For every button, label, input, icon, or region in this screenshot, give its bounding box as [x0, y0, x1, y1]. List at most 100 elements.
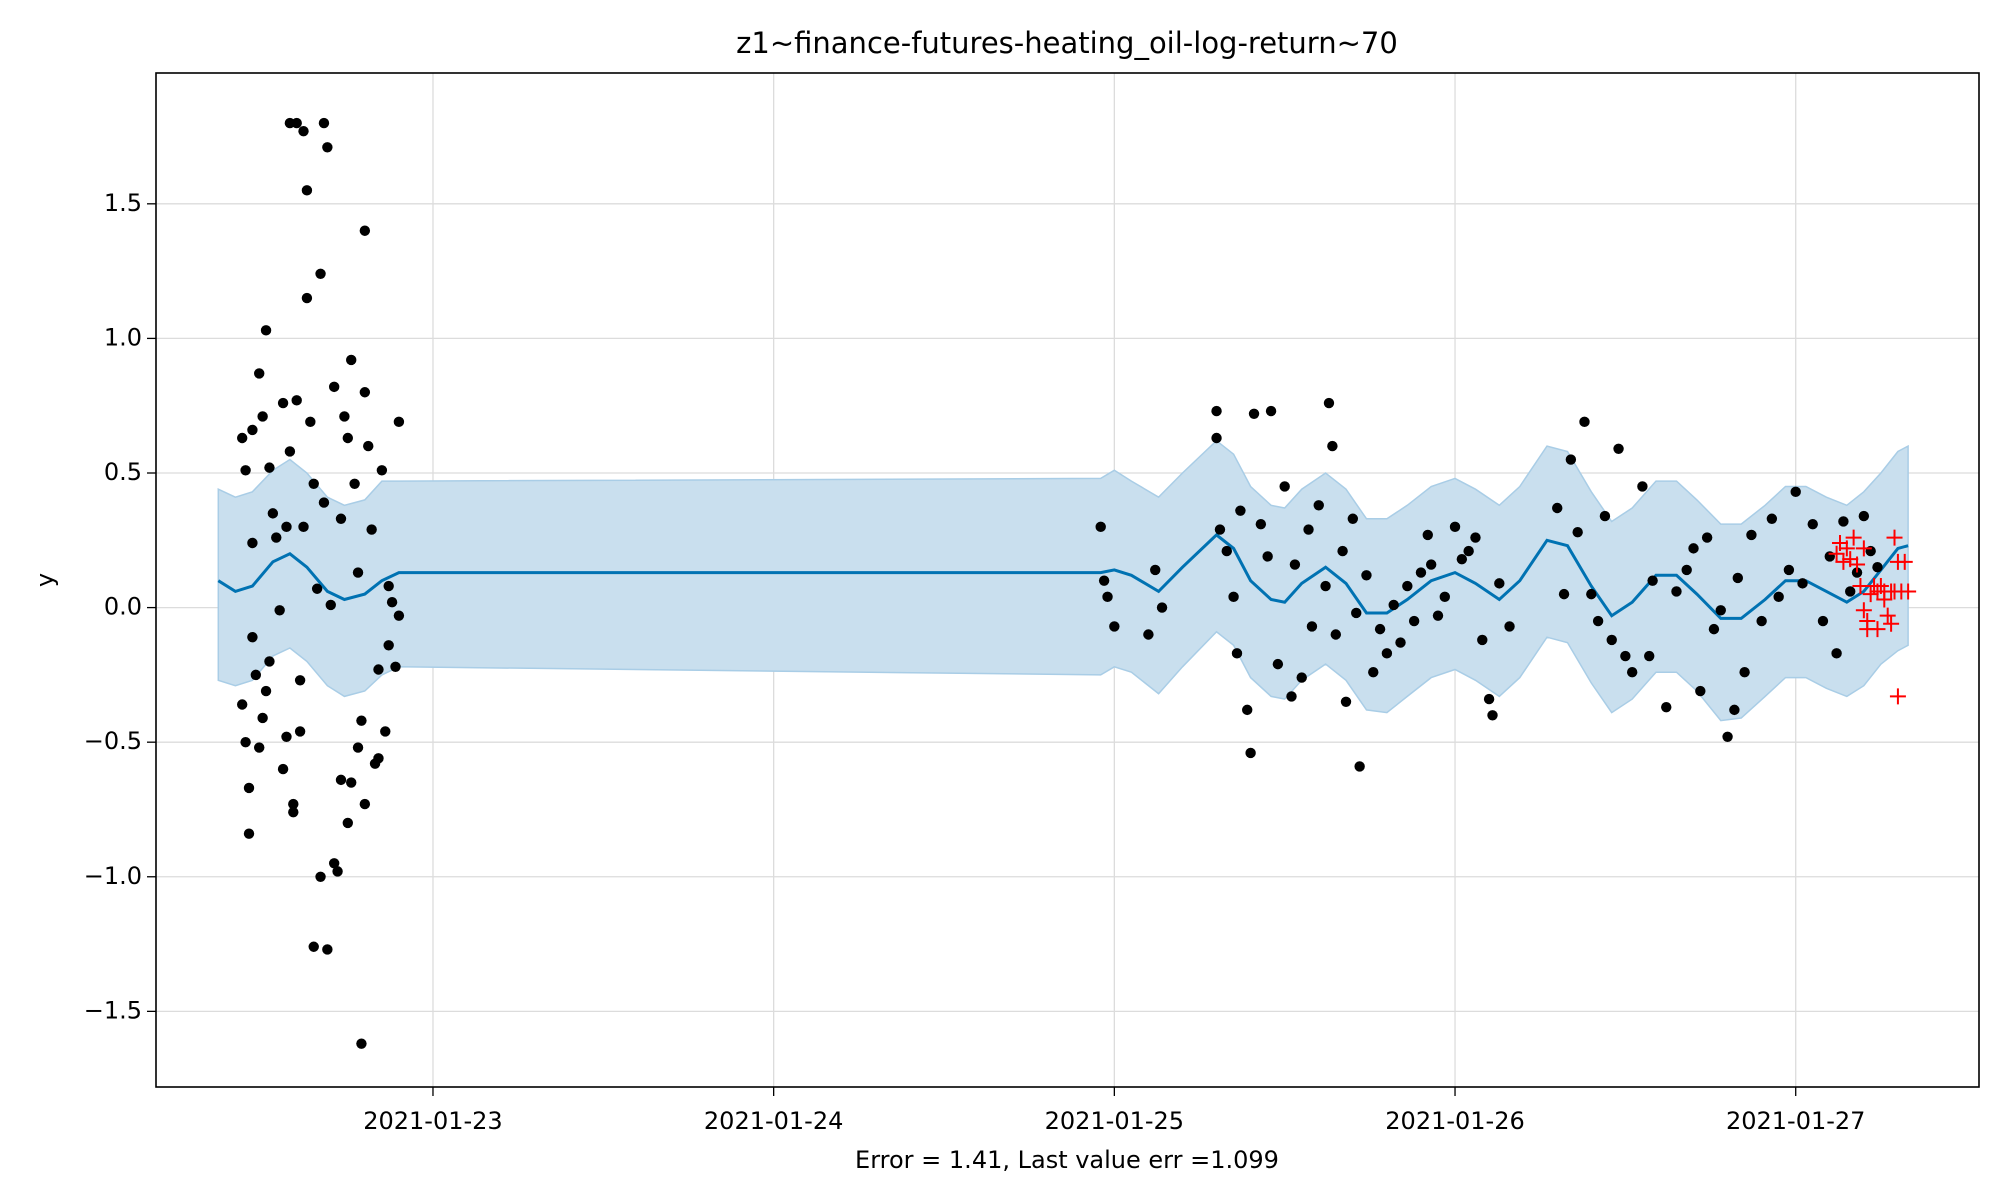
data-point [1869, 621, 1886, 638]
data-point [1156, 602, 1168, 613]
data-point [335, 513, 347, 524]
data-point [236, 432, 248, 444]
data-point [1330, 629, 1341, 640]
data-point [346, 777, 357, 788]
y-tick-label: 0.5 [104, 458, 142, 486]
data-point [1729, 704, 1740, 716]
data-point [1701, 532, 1713, 543]
data-point [1845, 529, 1862, 546]
data-point [1231, 648, 1243, 659]
data-point [1872, 562, 1883, 573]
data-point [1688, 543, 1699, 554]
data-point [240, 736, 251, 748]
data-point [1599, 510, 1611, 522]
data-point [1487, 710, 1498, 721]
data-point [373, 753, 384, 764]
data-point [254, 368, 265, 379]
x-tick-label: 2021-01-25 [1045, 1107, 1184, 1135]
data-point [1831, 648, 1842, 659]
data-point [1248, 408, 1260, 419]
data-point [1425, 559, 1437, 570]
data-point [1766, 513, 1778, 524]
data-point [1228, 591, 1239, 603]
data-point [1828, 545, 1845, 562]
data-point [1851, 567, 1863, 578]
data-point [240, 465, 251, 476]
data-point [373, 664, 384, 675]
data-point [1558, 588, 1570, 600]
data-point [311, 583, 323, 594]
data-point [1644, 650, 1655, 662]
data-point [1337, 545, 1348, 557]
data-point [1255, 518, 1267, 530]
data-point [1783, 564, 1795, 576]
data-point [1756, 615, 1767, 627]
data-point [1565, 454, 1577, 465]
data-point [1797, 578, 1808, 589]
data-point [1095, 521, 1106, 533]
data-point [277, 763, 289, 775]
data-point [1855, 602, 1872, 619]
data-point [260, 325, 272, 336]
data-point [301, 292, 313, 304]
data-point [1098, 575, 1110, 586]
data-point [243, 782, 255, 794]
data-point [342, 817, 354, 829]
data-point [294, 675, 306, 686]
x-tick-label: 2021-01-27 [1726, 1107, 1865, 1135]
data-point [1432, 610, 1444, 621]
data-point [257, 411, 268, 422]
data-point [277, 397, 289, 409]
data-point [1592, 615, 1604, 627]
data-point [281, 521, 292, 533]
data-point [1374, 623, 1386, 635]
data-point [298, 125, 309, 137]
data-point [342, 432, 354, 444]
data-point [349, 478, 360, 489]
data-point [1109, 621, 1120, 632]
data-point [1470, 532, 1481, 543]
data-point [1746, 529, 1757, 541]
data-point [332, 866, 343, 877]
data-point [318, 117, 330, 129]
data-point [325, 599, 336, 611]
data-point [1143, 629, 1154, 640]
data-point [383, 580, 394, 592]
data-point [1838, 540, 1855, 557]
data-point [274, 605, 285, 616]
x-tick-label: 2021-01-24 [704, 1107, 843, 1135]
data-point [1415, 567, 1427, 578]
data-point [254, 742, 265, 753]
data-point [243, 828, 255, 839]
data-point [264, 656, 275, 667]
data-point [1715, 605, 1726, 616]
data-point [1773, 591, 1784, 603]
data-point [1671, 586, 1682, 597]
data-point [1272, 658, 1284, 670]
data-point [315, 268, 326, 280]
data-point [356, 715, 367, 726]
data-point [1408, 615, 1420, 627]
data-point [1883, 615, 1900, 632]
data-point [359, 387, 371, 398]
data-point [1463, 545, 1474, 557]
data-point [1579, 416, 1590, 428]
data-point [1381, 648, 1393, 659]
data-point [1852, 578, 1869, 595]
data-point [315, 871, 326, 882]
y-tick-label: 0.0 [104, 593, 142, 621]
data-point [1613, 443, 1624, 454]
data-point [1835, 553, 1852, 570]
data-point [1572, 527, 1583, 538]
data-point [322, 142, 333, 153]
data-point [1289, 559, 1301, 570]
data-point [1351, 607, 1362, 619]
data-point [1896, 553, 1913, 570]
x-tick-label: 2021-01-26 [1385, 1107, 1524, 1135]
data-point [1886, 529, 1903, 546]
data-point [1388, 599, 1399, 611]
data-point [1214, 524, 1226, 535]
data-point [1626, 666, 1638, 678]
